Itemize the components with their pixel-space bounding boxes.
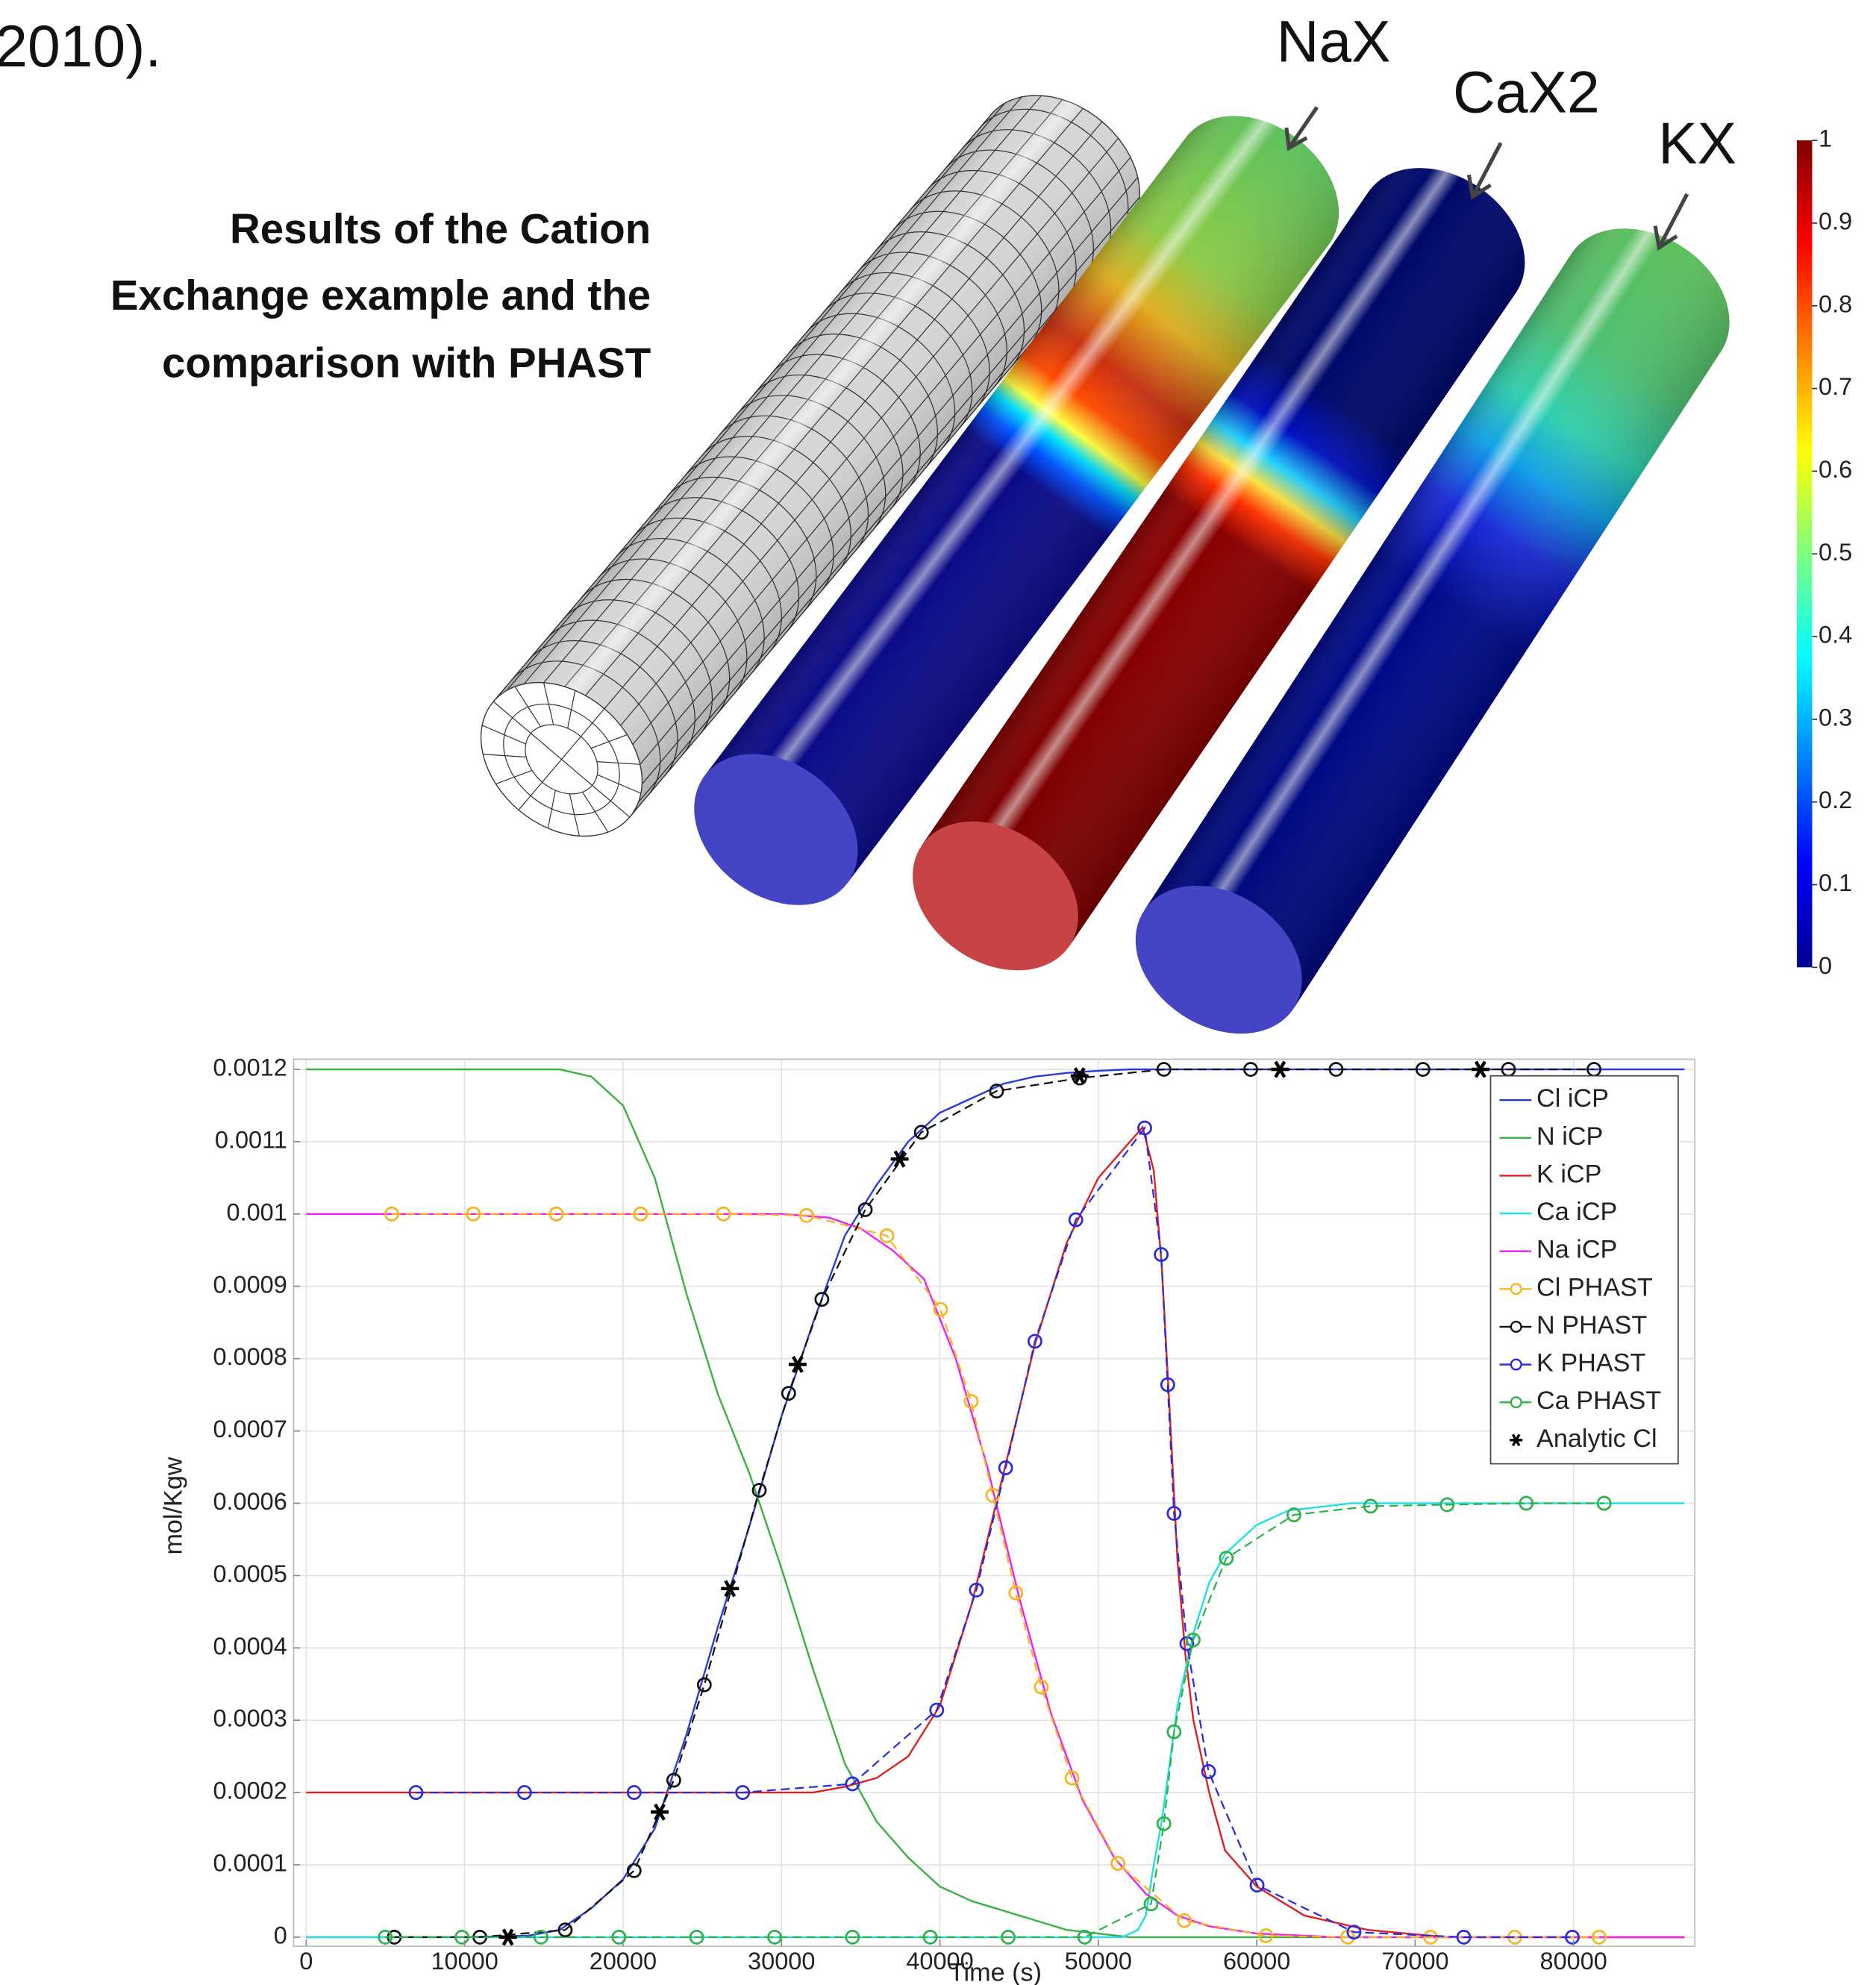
y-tick-label: 0.0006 [213, 1488, 287, 1515]
colorbar-tick-label: 0.8 [1819, 290, 1852, 317]
cylinder-label: CaX2 [1453, 60, 1600, 125]
x-tick-label: 30000 [748, 1948, 815, 1975]
y-tick-label: 0.0005 [213, 1560, 287, 1587]
page: 2010). Results of the Cation Exchange ex… [0, 0, 1876, 1985]
colorbar-tick-label: 0.3 [1819, 704, 1852, 731]
colorbar [1797, 140, 1813, 967]
x-tick-label: 80000 [1540, 1948, 1607, 1975]
x-tick-label: 0 [299, 1948, 313, 1975]
y-tick-label: 0.0007 [213, 1416, 287, 1442]
legend-label: Cl PHAST [1536, 1273, 1653, 1301]
legend-marker [1511, 1284, 1522, 1294]
y-tick-label: 0.0012 [213, 1054, 287, 1081]
caption-line: comparison with PHAST [162, 340, 651, 387]
legend-label: K PHAST [1536, 1349, 1645, 1378]
legend-label: Ca PHAST [1536, 1387, 1661, 1415]
y-tick-label: 0.0009 [213, 1271, 287, 1298]
colorbar-tick-label: 0.6 [1819, 456, 1852, 483]
y-axis-label: mol/Kgw [159, 1457, 187, 1554]
colorbar-tick-label: 0.7 [1819, 373, 1852, 400]
y-tick-label: 0.001 [227, 1198, 287, 1225]
legend-label: Cl iCP [1536, 1084, 1609, 1113]
colorbar-tick-label: 0.5 [1819, 539, 1852, 566]
x-tick-label: 20000 [590, 1948, 657, 1975]
caption-line: Results of the Cation [230, 205, 651, 252]
legend-label: Analytic Cl [1536, 1425, 1657, 1453]
y-tick-label: 0.0003 [213, 1705, 287, 1732]
y-tick-label: 0.0008 [213, 1343, 287, 1370]
cylinder-label: KX [1658, 110, 1736, 176]
colorbar-tick-label: 1 [1819, 125, 1832, 152]
legend-label: Na iCP [1536, 1236, 1617, 1264]
legend-marker [1511, 1360, 1522, 1370]
y-tick-label: 0.0004 [213, 1633, 287, 1660]
legend-label: Ca iCP [1536, 1198, 1617, 1226]
legend-marker [1511, 1322, 1522, 1332]
x-tick-label: 10000 [431, 1948, 498, 1975]
caption-line: Exchange example and the [110, 272, 651, 319]
x-tick-label: 40000 [906, 1948, 973, 1975]
colorbar-tick-label: 0.2 [1819, 787, 1852, 813]
arrow [1286, 107, 1317, 149]
y-tick-label: 0.0001 [213, 1850, 287, 1877]
header-text: 2010). [0, 13, 161, 79]
colorbar-tick-label: 0.4 [1819, 622, 1852, 648]
legend-marker [1511, 1397, 1522, 1407]
slide: 2010). Results of the Cation Exchange ex… [0, 0, 1876, 1985]
legend-label: N PHAST [1536, 1311, 1647, 1340]
x-tick-label: 50000 [1065, 1948, 1132, 1975]
colorbar-tick-label: 0.9 [1819, 208, 1852, 235]
colorbar-tick-label: 0.1 [1819, 869, 1852, 896]
colorbar-tick-label: 0 [1819, 952, 1832, 979]
legend-label: K iCP [1536, 1160, 1601, 1188]
cylinder-label: NaX [1277, 8, 1391, 74]
y-tick-label: 0 [274, 1922, 287, 1948]
legend-label: N iCP [1536, 1122, 1603, 1151]
y-tick-label: 0.0011 [215, 1126, 287, 1153]
legend: Cl iCP N iCP K iCP Ca iCP Na iCP Cl PHAST N PH… [1491, 1076, 1678, 1464]
x-tick-label: 60000 [1223, 1948, 1290, 1975]
x-tick-label: 70000 [1381, 1948, 1448, 1975]
y-tick-label: 0.0002 [213, 1778, 287, 1804]
